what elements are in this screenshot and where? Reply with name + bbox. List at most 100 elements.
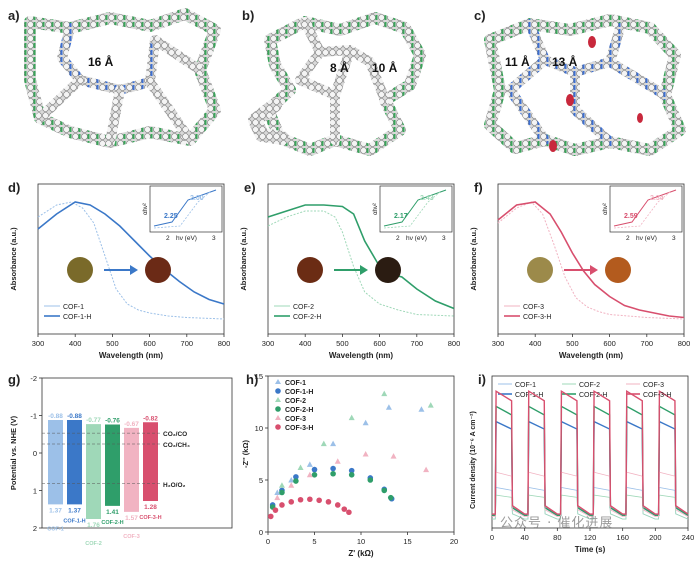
- x-tick-label: 200: [649, 533, 662, 542]
- ref-line-label: H₂O/O₂: [163, 482, 186, 489]
- cof2-pore-label-small: 8 Å: [330, 60, 349, 75]
- inset-x-label: hν (eV): [176, 235, 197, 242]
- cof1-pore-label: 16 Å: [88, 54, 114, 69]
- point-COF-3-H: [297, 496, 304, 503]
- point-COF-3-H: [316, 497, 322, 504]
- x-tick-label: 300: [262, 339, 275, 348]
- legend-label-COF-2: COF-2: [285, 398, 306, 405]
- point-COF-2-H: [348, 472, 355, 478]
- y-tick-label: 5: [259, 476, 263, 485]
- inset-value-1: 2.17: [394, 213, 408, 220]
- category-label-COF-1: COF-1: [47, 526, 64, 532]
- powder-after: [145, 257, 171, 283]
- vb-label-COF-1-H: 1.37: [68, 507, 81, 514]
- legend-marker-COF-1-H: [275, 388, 281, 394]
- x-axis-label: Z' (kΩ): [348, 549, 374, 558]
- series-line-COF-2: [492, 494, 689, 520]
- cb-label-COF-3-H: -0.82: [143, 415, 158, 422]
- legend-label-COF-3-H: COF-3-H: [285, 425, 313, 432]
- x-tick-label: 500: [106, 339, 119, 348]
- category-label-COF-2-H: COF-2-H: [101, 520, 123, 526]
- y-axis-label: Absorbance (a.u.): [9, 227, 18, 291]
- y-tick-label: 2: [33, 524, 37, 533]
- y-axis-label: -Z'' (kΩ): [241, 440, 250, 468]
- legend-label-COF-1-H: COF-1-H: [63, 314, 91, 321]
- inset-tick-2: 2: [166, 235, 170, 242]
- cb-label-COF-1-H: -0.88: [67, 413, 82, 420]
- legend-label-COF-3: COF-3: [285, 416, 306, 423]
- point-COF-2: [427, 402, 434, 408]
- point-COF-3: [390, 453, 397, 459]
- inset-frame: [609, 185, 683, 233]
- cb-label-COF-2: -0.77: [86, 417, 101, 424]
- y-tick-label: -2: [30, 374, 37, 383]
- x-tick-label: 600: [143, 339, 156, 348]
- series-line-COF-1: [37, 201, 225, 320]
- powder-before: [67, 257, 93, 283]
- cof2-pore-label-large: 10 Å: [372, 60, 398, 75]
- x-tick-label: 5: [312, 537, 316, 546]
- band-bar-COF-3-H: [143, 422, 158, 501]
- band-bar-COF-2-H: [105, 424, 120, 506]
- arrow-head: [590, 265, 598, 275]
- x-tick-label: 500: [336, 339, 349, 348]
- legend-label-COF-2-H: COF-2-H: [579, 392, 607, 399]
- point-COF-3-H: [325, 499, 332, 505]
- point-COF-1: [385, 404, 392, 410]
- legend-label-COF-3: COF-3: [523, 304, 544, 311]
- point-COF-1-H: [348, 467, 355, 474]
- point-COF-3: [288, 482, 295, 488]
- x-tick-label: 700: [641, 339, 654, 348]
- inset-value-2: 2.43: [420, 195, 434, 202]
- y-tick-label: 15: [255, 372, 263, 381]
- ref-line-label: CO₂/CH₄: [163, 442, 190, 449]
- point-COF-1-H: [311, 466, 318, 473]
- y-tick-label: 1: [33, 487, 37, 496]
- photocurrent-chart: 0 40 80 120 160 200 240 Time (s) Current density…: [470, 375, 694, 554]
- inset-curve-h: [613, 189, 677, 227]
- ref-line-label: CO₂/CO: [163, 431, 187, 438]
- x-tick-label: 800: [448, 339, 461, 348]
- inset-value-1: 2.25: [164, 213, 178, 220]
- plot-frame: [37, 183, 225, 335]
- cof3-pore-label-large: 13 Å: [552, 54, 578, 69]
- series-line-COF-1-H: [37, 201, 225, 305]
- vb-label-COF-2: 1.76: [87, 522, 100, 529]
- point-COF-2-H: [330, 470, 336, 477]
- band-bar-COF-3: [124, 427, 139, 512]
- legend-label-COF-3-H: COF-3-H: [643, 392, 671, 399]
- cb-label-COF-3: -0.67: [124, 421, 139, 428]
- panel-label-a: a): [8, 8, 20, 23]
- point-COF-1: [362, 419, 369, 426]
- legend-marker-COF-3-H: [275, 424, 281, 430]
- point-COF-2: [297, 464, 304, 471]
- point-COF-2-H: [311, 472, 318, 478]
- point-COF-3-H: [279, 502, 285, 508]
- inset-x-label: hν (eV): [406, 235, 427, 242]
- vb-label-COF-3: 1.57: [125, 515, 138, 522]
- inset-curve: [153, 191, 211, 229]
- y-axis-label: Absorbance (a.u.): [239, 227, 248, 291]
- point-COF-2-H: [279, 489, 285, 496]
- panel-label-g: g): [8, 372, 21, 387]
- cof1-framework: [24, 8, 221, 148]
- legend-marker-COF-3: [275, 415, 281, 420]
- x-tick-label: 300: [492, 339, 505, 348]
- panel-label-f: f): [474, 180, 483, 195]
- point-COF-1-H: [293, 474, 299, 480]
- point-COF-3: [423, 466, 430, 473]
- legend-label-COF-2: COF-2: [293, 304, 314, 311]
- point-COF-3-H: [288, 499, 295, 505]
- y-axis-label: Absorbance (a.u.): [469, 227, 478, 291]
- inset-tick-2: 2: [626, 235, 630, 242]
- inset-curve-h: [153, 189, 217, 227]
- series-line-COF-2-H: [492, 405, 689, 517]
- inset-y-label: αhν²: [373, 203, 379, 215]
- cof3-red-groups: [549, 36, 643, 152]
- plot-frame: [267, 183, 455, 335]
- x-tick-label: 800: [678, 339, 691, 348]
- point-COF-1: [418, 406, 425, 412]
- powder-before: [527, 257, 553, 283]
- band-bar-COF-1-H: [67, 420, 82, 505]
- legend-label-COF-3: COF-3: [643, 382, 664, 389]
